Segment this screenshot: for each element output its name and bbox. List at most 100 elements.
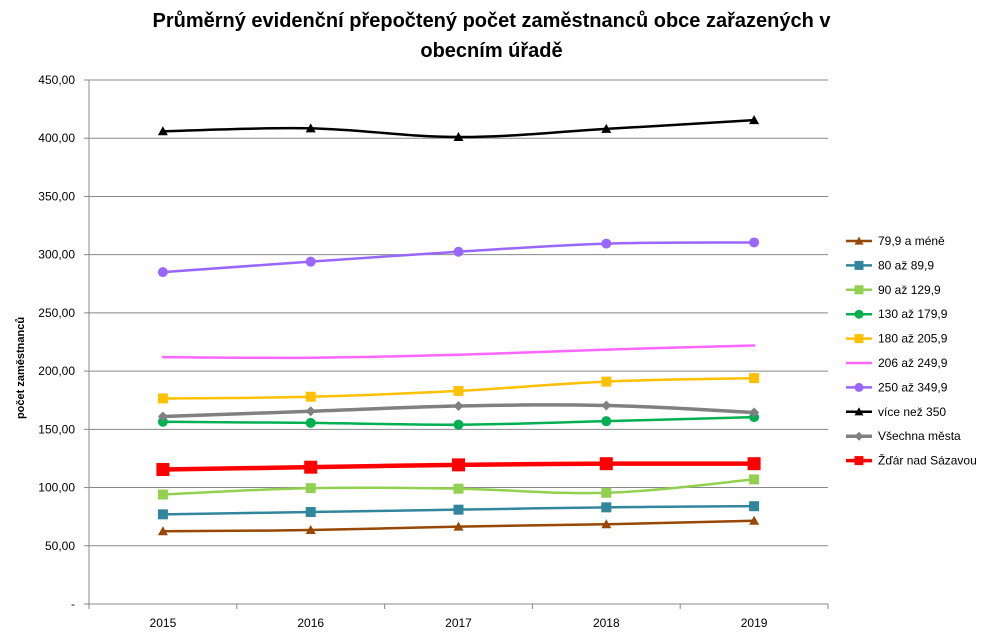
y-tick-label: -: [71, 597, 75, 611]
y-tick-label: 200,00: [38, 364, 75, 378]
data-point: [305, 525, 316, 535]
series-7: [157, 115, 760, 142]
y-tick-label: 250,00: [38, 306, 75, 320]
data-point: [601, 238, 612, 249]
data-point: [452, 458, 465, 472]
series-9: [156, 457, 761, 477]
data-point: [305, 483, 316, 494]
data-point: [157, 126, 168, 136]
data-point: [305, 123, 316, 133]
y-tick-label: 150,00: [38, 422, 75, 436]
legend-label: 130 až 179,9: [878, 307, 948, 321]
data-point: [157, 267, 168, 278]
legend-swatch-marker: [854, 407, 864, 416]
legend: 79,9 a méně 80 až 89,9 90 až 129,9 130 až 1…: [846, 234, 977, 468]
data-point: [305, 507, 316, 518]
data-point: [453, 385, 464, 396]
chart-title: Průměrný evidenční přepočtený počet zamě…: [0, 6, 983, 66]
legend-item: Všechna města: [846, 429, 961, 443]
series-1: [157, 501, 760, 520]
data-point: [157, 416, 168, 427]
data-point: [305, 406, 316, 417]
legend-item: 130 až 179,9: [846, 307, 948, 321]
series-4: [157, 373, 760, 404]
data-point: [601, 502, 612, 513]
data-point: [749, 407, 760, 418]
legend-item: 250 až 349,9: [846, 380, 948, 394]
legend-label: 80 až 89,9: [878, 258, 934, 272]
x-axis-ticks: 2015 2016 2017 2018 2019: [88, 604, 829, 630]
legend-item: 180 až 205,9: [846, 332, 948, 346]
x-tick-label: 2019: [741, 616, 768, 630]
legend-label: 79,9 a méně: [878, 234, 945, 248]
data-point: [157, 509, 168, 520]
series-2: [157, 474, 760, 500]
series-layer: [156, 115, 761, 536]
data-point: [453, 521, 464, 531]
legend-swatch-marker: [854, 309, 864, 319]
data-point: [601, 487, 612, 498]
x-tick-label: 2017: [445, 616, 472, 630]
grid-lines: [89, 79, 828, 547]
data-point: [453, 483, 464, 494]
legend-label: 180 až 205,9: [878, 332, 948, 346]
legend-label: Žďár nad Sázavou: [878, 453, 977, 468]
series-6: [157, 237, 760, 278]
data-point: [749, 373, 760, 384]
data-point: [749, 515, 760, 525]
legend-swatch-marker: [854, 456, 864, 466]
data-point: [749, 115, 760, 125]
legend-item: 79,9 a méně: [846, 234, 945, 248]
data-point: [305, 256, 316, 267]
legend-label: Všechna města: [878, 429, 961, 443]
x-tick-label: 2018: [593, 616, 620, 630]
axes: [88, 80, 828, 605]
legend-label: 250 až 349,9: [878, 380, 948, 394]
x-tick-label: 2015: [150, 616, 177, 630]
data-point: [305, 391, 316, 402]
data-point: [453, 419, 464, 430]
data-point: [157, 489, 168, 500]
legend-item: více než 350: [846, 405, 946, 419]
data-point: [749, 237, 760, 248]
chart-title-line-2: obecním úřadě: [420, 40, 563, 62]
legend-item: 80 až 89,9: [846, 258, 934, 272]
data-point: [156, 463, 170, 477]
legend-swatch-marker: [854, 285, 864, 295]
y-axis-label: počet zaměstnanců: [15, 317, 27, 419]
data-point: [453, 246, 464, 257]
data-point: [453, 132, 464, 142]
data-point: [157, 526, 168, 536]
legend-label: 206 až 249,9: [878, 356, 948, 370]
series-5: [161, 344, 756, 360]
y-tick-label: 50,00: [45, 539, 75, 553]
data-point: [601, 519, 612, 529]
data-point: [305, 417, 316, 428]
legend-swatch-marker: [854, 260, 864, 270]
series-8: [157, 400, 760, 422]
data-point: [749, 501, 760, 512]
legend-item: Žďár nad Sázavou: [846, 453, 977, 468]
legend-item: 90 až 129,9: [846, 283, 941, 297]
legend-swatch-marker: [854, 236, 864, 245]
legend-item: 206 až 249,9: [846, 356, 948, 370]
data-point: [157, 411, 168, 422]
data-point: [601, 123, 612, 133]
data-point: [601, 400, 612, 411]
y-axis-ticks: - 50,00 100,00 150,00 200,00 250,00 300,00 350,…: [38, 73, 89, 611]
series-0: [157, 515, 760, 536]
data-point: [601, 376, 612, 387]
legend-label: 90 až 129,9: [878, 283, 941, 297]
data-point: [599, 457, 613, 471]
y-tick-label: 450,00: [38, 73, 75, 87]
data-point: [304, 460, 318, 474]
x-tick-label: 2016: [297, 616, 324, 630]
y-tick-label: 100,00: [38, 481, 75, 495]
y-tick-label: 350,00: [38, 189, 75, 203]
legend-swatch-marker: [854, 431, 864, 441]
data-point: [749, 474, 760, 485]
legend-swatch-marker: [854, 382, 864, 392]
legend-label: více než 350: [878, 405, 946, 419]
y-tick-label: 400,00: [38, 131, 75, 145]
